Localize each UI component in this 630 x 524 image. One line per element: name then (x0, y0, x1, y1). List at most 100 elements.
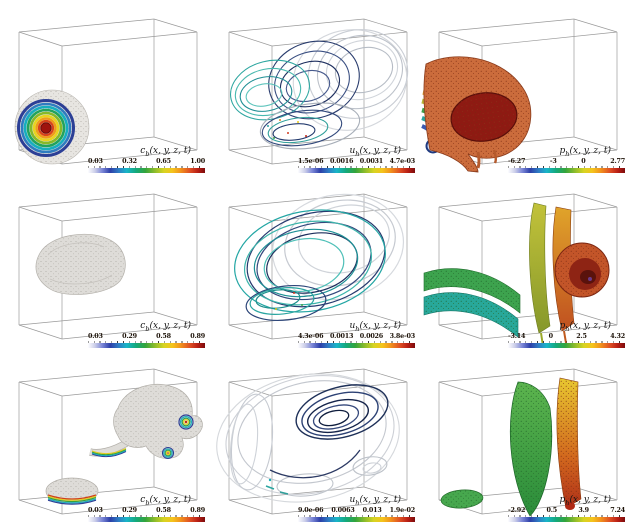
panel-r1c2-streamlines: uh(x, y, z, t) 1.5e-06 0.0016 0.0031 4.7… (210, 0, 420, 175)
colorbar-gradient (88, 340, 205, 348)
colorbar-ticks: -2.92 0.5 3.9 7.24 (508, 507, 625, 514)
colorbar-title: cb(x, y, z, t) (140, 320, 191, 333)
colorbar: ph(x, y, z, t) -3.14 0 2.5 4.32 (508, 320, 625, 348)
colorbar-gradient (298, 514, 415, 522)
colorbar-tick: -6.27 (508, 157, 526, 166)
colorbar-tick: 0.0016 (329, 157, 354, 166)
colorbar-tick: 4.7e-03 (389, 157, 416, 166)
colorbar-tick: 0.013 (362, 506, 382, 515)
render-streamlines-t2 (228, 193, 408, 340)
colorbar-tick: -3 (549, 157, 557, 166)
colorbar-tick: -2.92 (508, 506, 526, 515)
colorbar-tick: 0.03 (88, 506, 103, 515)
colorbar-gradient (298, 165, 415, 173)
render-pressure-t1 (421, 18, 618, 173)
colorbar-tick: 0.0031 (359, 157, 384, 166)
colorbar-ticks: -3.14 0 2.5 4.32 (508, 333, 625, 340)
colorbar-title: cb(x, y, z, t) (140, 494, 191, 507)
colorbar-tick: 0.0013 (329, 332, 354, 341)
colorbar-tick: 0 (581, 157, 586, 166)
panel-r2c2-streamlines: uh(x, y, z, t) 4.3e-06 0.0013 0.0026 3.8… (210, 175, 420, 350)
colorbar: ph(x, y, z, t) -2.92 0.5 3.9 7.24 (508, 494, 625, 522)
colorbar-tick: 1.00 (190, 157, 205, 166)
streamlines (234, 193, 405, 322)
colorbar-gradient (298, 340, 415, 348)
seed-points (267, 119, 307, 139)
render-pressure-t2 (423, 193, 618, 347)
colorbar-title: ph(x, y, z, t) (559, 320, 611, 333)
render-pressure-t3 (438, 368, 618, 517)
colorbar-title: uh(x, y, z, t) (349, 320, 402, 333)
colorbar-gradient (88, 165, 205, 173)
colorbar-tick: 1.9e-02 (389, 506, 416, 515)
colorbar-title: uh(x, y, z, t) (349, 494, 402, 507)
colorbar-tick: 0.29 (122, 332, 137, 341)
colorbar-ticks: 1.5e-06 0.0016 0.0031 4.7e-03 (298, 158, 415, 165)
colorbar: uh(x, y, z, t) 4.3e-06 0.0013 0.0026 3.8… (298, 320, 415, 348)
colorbar-gradient (508, 165, 625, 173)
colorbar-ticks: 0.03 0.29 0.58 0.89 (88, 507, 205, 514)
colorbar-ticks: 4.3e-06 0.0013 0.0026 3.8e-03 (298, 333, 415, 340)
colorbar: ph(x, y, z, t) -6.27 -3 0 2.77 (508, 145, 625, 173)
colorbar-tick: 0.5 (546, 506, 558, 515)
panel-r3c1-concentration: cb(x, y, z, t) 0.03 0.29 0.58 0.89 (0, 350, 210, 524)
colorbar-tick: 3.8e-03 (389, 332, 416, 341)
concentration-blob (35, 233, 126, 295)
colorbar-tick: 2.5 (576, 332, 587, 341)
panel-r3c3-pressure: ph(x, y, z, t) -2.92 0.5 3.9 7.24 (420, 350, 630, 524)
colorbar-ticks: -6.27 -3 0 2.77 (508, 158, 625, 165)
colorbar: uh(x, y, z, t) 9.0e-06 0.0063 0.013 1.9e… (298, 494, 415, 522)
colorbar-tick: 0.03 (88, 332, 103, 341)
colorbar: cb(x, y, z, t) 0.03 0.29 0.58 0.89 (88, 494, 205, 522)
colorbar-tick: -3.14 (508, 332, 526, 341)
concentration-sphere (14, 89, 90, 165)
colorbar-title: ph(x, y, z, t) (559, 494, 611, 507)
colorbar-tick: 0.32 (122, 157, 137, 166)
concentration-blobs (45, 383, 203, 505)
colorbar-title: ph(x, y, z, t) (559, 145, 611, 158)
colorbar-ticks: 9.0e-06 0.0063 0.013 1.9e-02 (298, 507, 415, 514)
panel-r2c3-pressure: ph(x, y, z, t) -3.14 0 2.5 4.32 (420, 175, 630, 350)
colorbar: cb(x, y, z, t) 0.03 0.32 0.65 1.00 (88, 145, 205, 173)
render-concentration-t2 (18, 193, 198, 340)
panel-r2c1-concentration: cb(x, y, z, t) 0.03 0.29 0.58 0.89 (0, 175, 210, 350)
colorbar-title: uh(x, y, z, t) (349, 145, 402, 158)
seed-point (268, 478, 272, 482)
colorbar-tick: 3.9 (578, 506, 589, 515)
pressure-isosurfaces (423, 202, 610, 347)
render-streamlines-t1 (228, 18, 409, 165)
colorbar-tick: 1.5e-06 (298, 157, 324, 166)
colorbar-title: cb(x, y, z, t) (140, 145, 191, 158)
panel-r3c2-streamlines: uh(x, y, z, t) 9.0e-06 0.0063 0.013 1.9e… (210, 350, 420, 524)
panel-r1c1-concentration: cb(x, y, z, t) 0.03 0.32 0.65 1.00 (0, 0, 210, 175)
colorbar-gradient (508, 340, 625, 348)
colorbar-tick: 2.77 (610, 157, 625, 166)
render-streamlines-t3 (216, 368, 408, 515)
colorbar-gradient (88, 514, 205, 522)
streamlines (230, 29, 409, 150)
colorbar-tick: 0.89 (190, 506, 205, 515)
colorbar-tick: 0 (548, 332, 553, 341)
panel-r1c3-pressure: ph(x, y, z, t) -6.27 -3 0 2.77 (420, 0, 630, 175)
colorbar-tick: 4.32 (610, 332, 625, 341)
colorbar-tick: 0.0063 (331, 506, 355, 515)
colorbar-tick: 0.0026 (359, 332, 384, 341)
colorbar-tick: 7.24 (610, 506, 625, 515)
colorbar-tick: 0.89 (190, 332, 205, 341)
colorbar-tick: 0.65 (156, 157, 171, 166)
pressure-isosurfaces (440, 377, 582, 517)
colorbar-tick: 0.58 (156, 332, 171, 341)
render-concentration-t3 (18, 368, 203, 515)
streamlines (216, 373, 400, 503)
colorbar: cb(x, y, z, t) 0.03 0.29 0.58 0.89 (88, 320, 205, 348)
colorbar-ticks: 0.03 0.29 0.58 0.89 (88, 333, 205, 340)
colorbar-tick: 0.03 (88, 157, 103, 166)
colorbar-tick: 4.3e-06 (298, 332, 324, 341)
render-concentration-t1 (14, 18, 198, 165)
colorbar-tick: 9.0e-06 (298, 506, 324, 515)
pressure-isosurfaces (421, 56, 532, 173)
colorbar-gradient (508, 514, 625, 522)
colorbar-tick: 0.29 (122, 506, 137, 515)
colorbar-tick: 0.58 (156, 506, 171, 515)
